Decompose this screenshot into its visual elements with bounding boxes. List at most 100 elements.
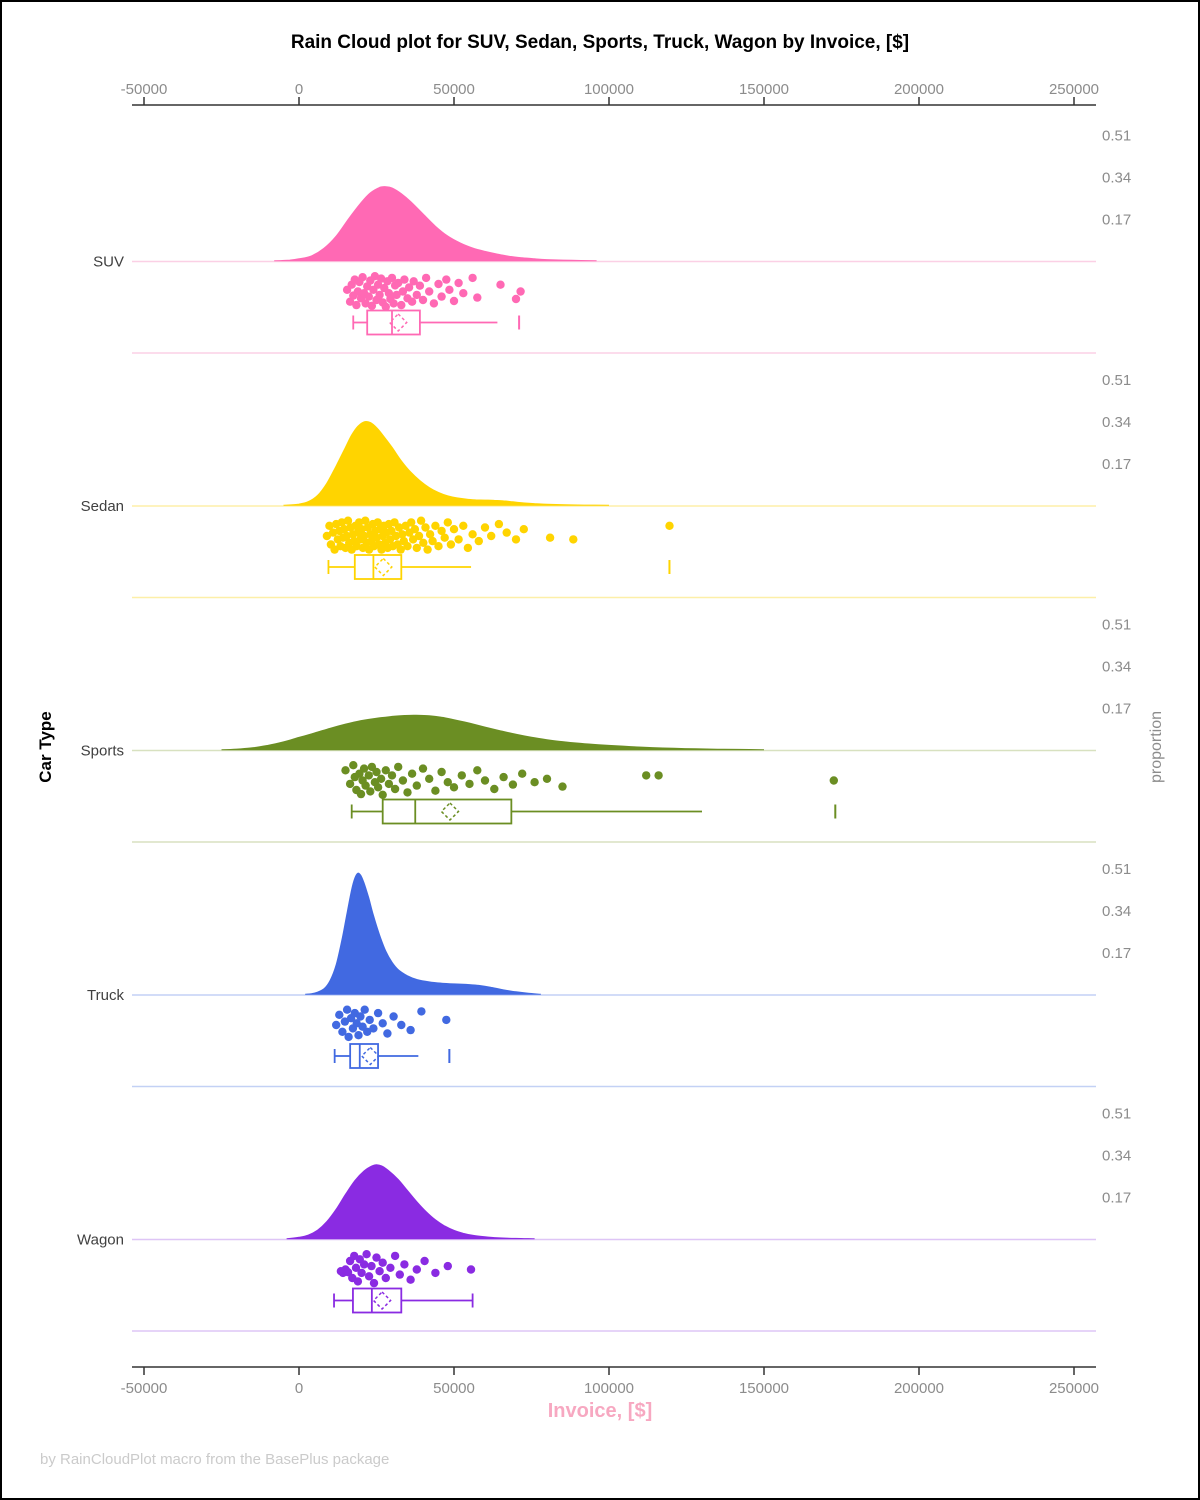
rain-point [395, 1270, 404, 1279]
rain-point [322, 531, 332, 541]
rain-point [434, 542, 443, 551]
top-tick-label: 150000 [739, 81, 789, 98]
rain-point [389, 1012, 398, 1021]
rain-point [407, 769, 417, 778]
rain-point [378, 1019, 387, 1028]
rain-point [440, 533, 449, 542]
rain-point [383, 1029, 392, 1038]
category-label-wagon: Wagon [77, 1232, 124, 1249]
rain-point [412, 781, 421, 790]
rain-point [437, 767, 446, 777]
rain-point [416, 516, 426, 525]
rain-point [363, 1027, 372, 1037]
rain-point [480, 523, 490, 532]
mean-diamond [388, 312, 408, 333]
rain-point [519, 525, 528, 534]
rain-point [642, 771, 651, 780]
rain-point [542, 774, 552, 783]
proportion-tick-label: 0.34 [1102, 903, 1131, 920]
rain-point [443, 778, 452, 787]
rain-point [400, 1260, 409, 1269]
rain-point [354, 1031, 363, 1040]
rain-point [384, 779, 394, 789]
proportion-tick-label: 0.34 [1102, 1148, 1131, 1165]
rain-point [403, 788, 412, 797]
density-curve-suv [274, 186, 597, 262]
rain-point [359, 1260, 369, 1269]
section-wagon: Wagon 0.51 0.34 0.17 [77, 1106, 1131, 1332]
rain-point [499, 772, 508, 782]
mean-diamond [372, 1290, 392, 1311]
footnote: by RainCloudPlot macro from the BasePlus… [40, 1451, 390, 1468]
rain-point [454, 535, 463, 544]
rain-point [511, 294, 521, 304]
rain-point [443, 1261, 452, 1271]
rain-point [449, 525, 459, 534]
rain-point [361, 299, 370, 308]
rain-point [449, 783, 459, 792]
rain-point [437, 292, 446, 301]
proportion-tick-label: 0.51 [1102, 128, 1131, 145]
box-iqr [353, 554, 403, 580]
rain-point [508, 780, 518, 789]
rain-point [425, 287, 434, 296]
rain-point [398, 776, 408, 785]
proportion-tick-label: 0.51 [1102, 1106, 1131, 1123]
rain-point [545, 533, 555, 542]
bottom-tick-label: -50000 [121, 1380, 168, 1397]
rain-point [387, 771, 397, 780]
top-tick-label: 200000 [894, 81, 944, 98]
rain-point [518, 769, 527, 778]
rain-points-sports [341, 761, 838, 799]
rain-point [443, 518, 452, 527]
box-iqr [381, 798, 513, 825]
rain-point [381, 1273, 390, 1283]
rain-point [417, 1007, 426, 1016]
rain-point [390, 1251, 400, 1261]
rain-point [473, 766, 482, 775]
proportion-tick-label: 0.17 [1102, 701, 1131, 718]
rain-point [396, 545, 405, 554]
rain-point [373, 1008, 383, 1018]
top-tick-label: 250000 [1049, 81, 1099, 98]
rain-point [361, 516, 370, 525]
rain-point [369, 1278, 379, 1288]
rain-point [335, 1010, 344, 1019]
rain-point [421, 273, 431, 283]
rain-point [437, 526, 446, 536]
rain-point [373, 518, 382, 527]
rain-point [345, 779, 355, 789]
rain-point [516, 287, 525, 296]
rain-point [420, 1256, 429, 1266]
top-tick-label: 100000 [584, 81, 634, 98]
rain-point [654, 771, 663, 780]
rain-point [378, 790, 387, 799]
rain-point [364, 292, 373, 301]
mean-diamond [360, 1046, 380, 1066]
top-tick-label: 50000 [433, 81, 475, 98]
section-suv: SUV 0.51 0.34 0.17 [93, 128, 1131, 354]
rain-point [367, 1261, 376, 1271]
rain-point [425, 774, 434, 783]
proportion-tick-label: 0.17 [1102, 945, 1131, 962]
rain-point [829, 776, 838, 785]
rain-point [338, 1027, 347, 1037]
rain-point [357, 1268, 366, 1278]
rain-point [511, 535, 521, 544]
rain-point [376, 774, 386, 783]
rain-point [431, 521, 440, 530]
rain-point [351, 1263, 361, 1273]
rain-point [398, 530, 407, 539]
box-iqr [349, 1043, 379, 1069]
rain-point [429, 299, 439, 308]
rain-point [375, 1267, 384, 1276]
rain-point [340, 1017, 350, 1026]
rain-point [344, 1032, 353, 1042]
rain-point [474, 536, 483, 546]
rain-point [387, 273, 397, 283]
bottom-tick-label: 200000 [894, 1380, 944, 1397]
rain-point [457, 771, 466, 780]
rain-point [364, 771, 373, 780]
rain-point [349, 761, 358, 770]
